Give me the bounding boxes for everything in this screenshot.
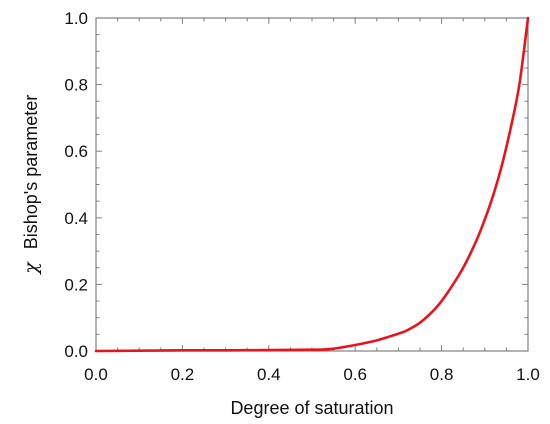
x-tick-label: 0.8	[430, 365, 454, 384]
y-tick-label: 0.8	[64, 76, 88, 95]
x-tick-label: 0.6	[343, 365, 367, 384]
y-axis-ticks	[96, 17, 528, 352]
x-tick-label: 1.0	[516, 365, 540, 384]
y-tick-label: 0.6	[64, 142, 88, 161]
x-tick-label: 0.2	[171, 365, 195, 384]
y-axis-tick-labels: 0.0 0.2 0.4 0.6 0.8 1.0	[64, 9, 88, 361]
series-line-0	[94, 16, 530, 353]
y-tick-label: 0.4	[64, 209, 88, 228]
y-axis-title-symbol: χ	[20, 261, 42, 276]
y-axis-title: χ Bishop's parameter	[20, 95, 42, 276]
x-axis-tick-labels: 0.0 0.2 0.4 0.6 0.8 1.0	[84, 365, 540, 384]
y-tick-label: 0.2	[64, 275, 88, 294]
y-axis-title-text: Bishop's parameter	[21, 95, 41, 250]
series-layer	[94, 16, 530, 353]
y-tick-label: 1.0	[64, 9, 88, 28]
y-tick-label: 0.0	[64, 342, 88, 361]
plot-frame	[95, 17, 529, 352]
x-tick-label: 0.4	[257, 365, 281, 384]
x-axis-title: Degree of saturation	[230, 398, 393, 418]
x-tick-label: 0.0	[84, 365, 108, 384]
